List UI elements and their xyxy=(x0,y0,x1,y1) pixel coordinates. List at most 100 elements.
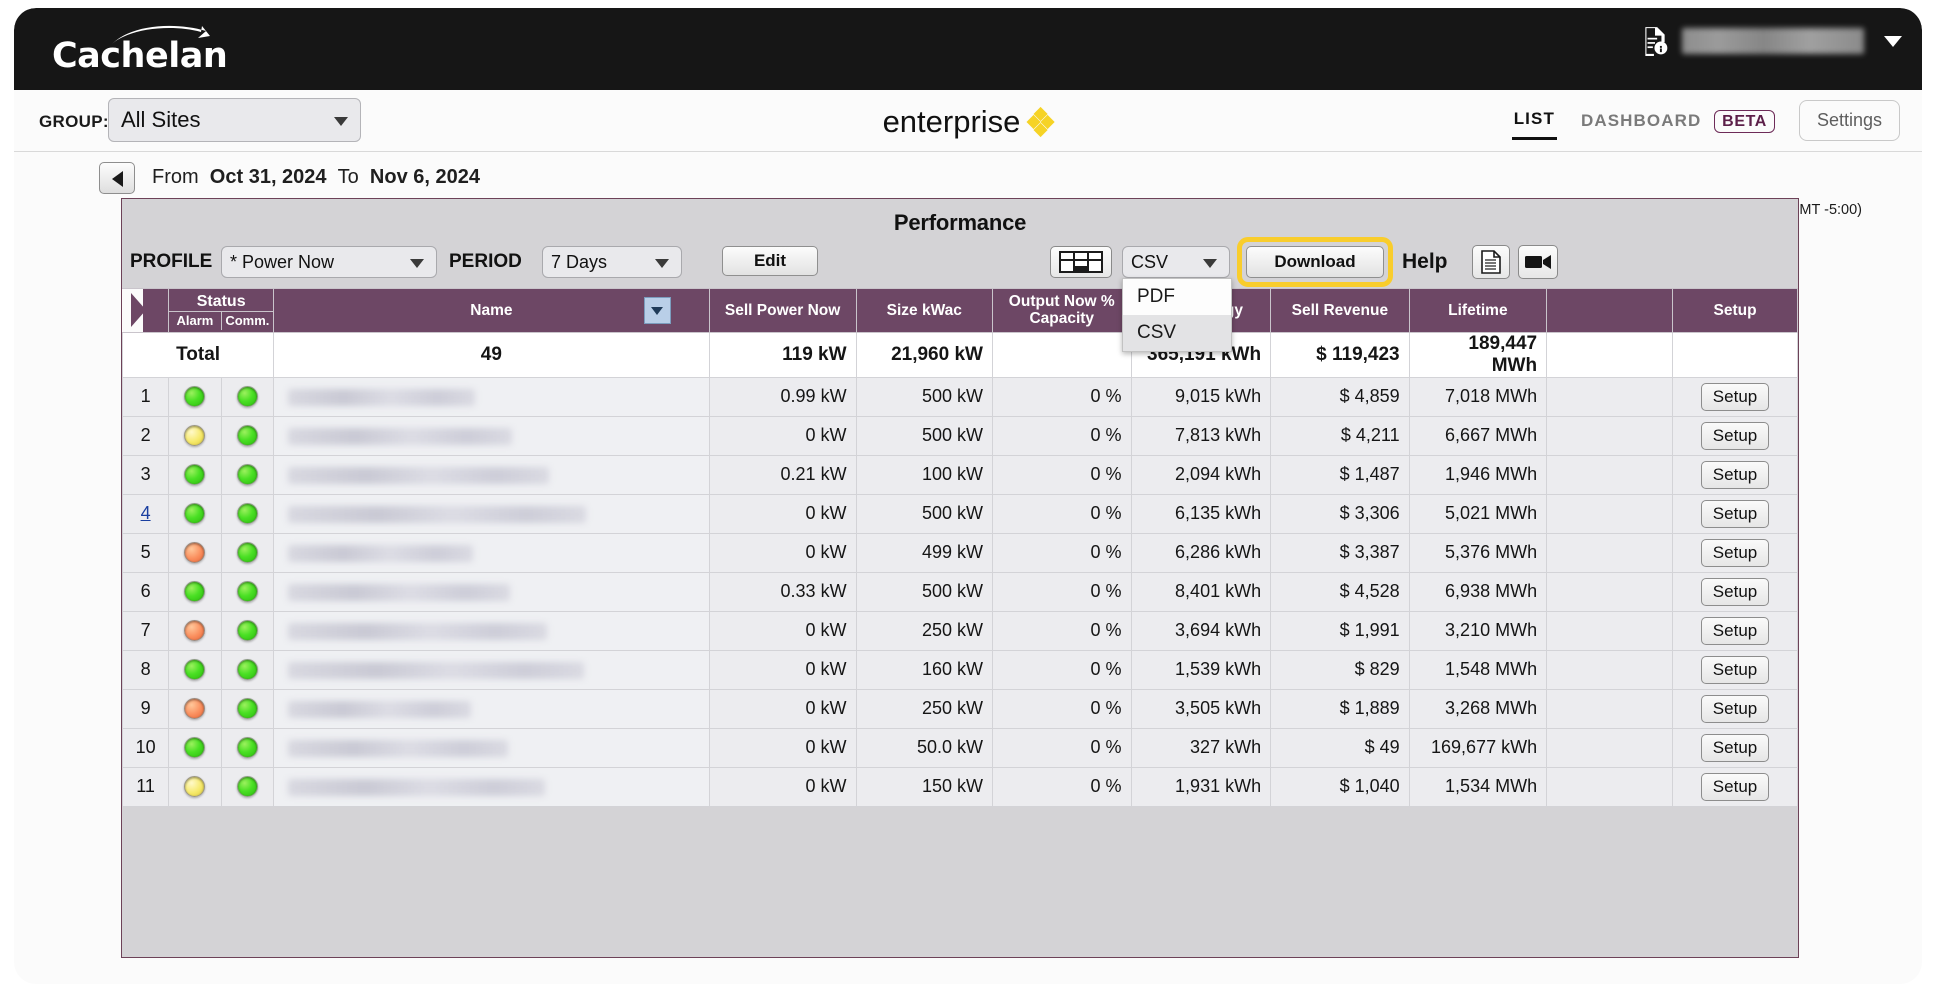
row-setup-cell[interactable]: Setup xyxy=(1672,610,1798,651)
row-name[interactable] xyxy=(273,493,710,534)
status-led-comm-green[interactable] xyxy=(236,503,258,525)
settings-button[interactable]: Settings xyxy=(1798,100,1900,141)
format-option-csv[interactable]: CSV xyxy=(1123,315,1231,351)
row-name[interactable] xyxy=(273,766,710,807)
status-led-alarm-green[interactable] xyxy=(184,581,206,603)
video-camera-icon[interactable] xyxy=(1518,245,1558,279)
table-row[interactable]: 3 0.21 kW 100 kW 0 % 2,094 kWh $ 1,487 1,946 M… xyxy=(122,454,1798,495)
to-date[interactable]: Nov 6, 2024 xyxy=(369,166,480,188)
row-setup-cell[interactable]: Setup xyxy=(1672,376,1798,417)
header-output-now[interactable]: Output Now % Capacity xyxy=(991,288,1132,333)
table-row[interactable]: 7 0 kW 250 kW 0 % 3,694 kWh $ 1,991 3,210 MWh S… xyxy=(122,610,1798,651)
row-name[interactable] xyxy=(273,454,710,495)
setup-button[interactable]: Setup xyxy=(1700,655,1770,684)
sort-chevron-icon[interactable] xyxy=(643,297,671,325)
setup-button[interactable]: Setup xyxy=(1700,772,1770,801)
setup-button[interactable]: Setup xyxy=(1700,499,1770,528)
format-select[interactable]: CSV xyxy=(1122,246,1230,278)
status-led-alarm-green[interactable] xyxy=(184,503,206,525)
row-name[interactable] xyxy=(273,376,710,417)
document-icon[interactable] xyxy=(1472,245,1510,279)
table-row[interactable]: 10 0 kW 50.0 kW 0 % 327 kWh $ 49 169,677 kWh Se… xyxy=(122,727,1798,768)
row-name[interactable] xyxy=(273,727,710,768)
setup-button[interactable]: Setup xyxy=(1700,460,1770,489)
user-menu-chevron-down-icon[interactable] xyxy=(1884,35,1902,47)
edit-button[interactable]: Edit xyxy=(722,246,818,276)
row-setup-cell[interactable]: Setup xyxy=(1672,688,1798,729)
cachelan-logo[interactable]: Cachelan xyxy=(52,20,302,82)
status-led-comm-green[interactable] xyxy=(236,425,258,447)
setup-button[interactable]: Setup xyxy=(1700,694,1770,723)
status-led-comm-green[interactable] xyxy=(236,698,258,720)
status-led-alarm-green[interactable] xyxy=(184,659,206,681)
table-row[interactable]: 11 0 kW 150 kW 0 % 1,931 kWh $ 1,040 1,534 MWh… xyxy=(122,766,1798,807)
status-led-alarm-green[interactable] xyxy=(184,386,206,408)
table-row[interactable]: 5 0 kW 499 kW 0 % 6,286 kWh $ 3,387 5,376 MWh S… xyxy=(122,532,1798,573)
document-info-icon[interactable] xyxy=(1642,26,1668,56)
setup-button[interactable]: Setup xyxy=(1700,382,1770,411)
header-setup[interactable]: Setup xyxy=(1672,288,1798,333)
status-led-alarm-yellow[interactable] xyxy=(184,776,206,798)
status-led-alarm-orange[interactable] xyxy=(184,620,206,642)
download-button[interactable]: Download xyxy=(1246,246,1384,278)
row-name[interactable] xyxy=(273,571,710,612)
row-name[interactable] xyxy=(273,649,710,690)
status-led-alarm-green[interactable] xyxy=(184,737,206,759)
row-name[interactable] xyxy=(273,415,710,456)
row-setup-cell[interactable]: Setup xyxy=(1672,532,1798,573)
status-led-comm-green[interactable] xyxy=(236,386,258,408)
table-row[interactable]: 8 0 kW 160 kW 0 % 1,539 kWh $ 829 1,548 MWh Set… xyxy=(122,649,1798,690)
row-index[interactable]: 4 xyxy=(122,493,170,534)
setup-button[interactable]: Setup xyxy=(1700,421,1770,450)
from-date[interactable]: Oct 31, 2024 xyxy=(209,166,327,188)
status-led-alarm-yellow[interactable] xyxy=(184,425,206,447)
status-led-alarm-orange[interactable] xyxy=(184,698,206,720)
header-status[interactable]: Status Alarm Comm. xyxy=(168,288,275,333)
status-led-comm-green[interactable] xyxy=(236,464,258,486)
setup-button[interactable]: Setup xyxy=(1700,733,1770,762)
header-sell-power-now[interactable]: Sell Power Now xyxy=(708,288,857,333)
table-row[interactable]: 6 0.33 kW 500 kW 0 % 8,401 kWh $ 4,528 6,938 M… xyxy=(122,571,1798,612)
header-name[interactable]: Name xyxy=(273,288,710,333)
row-setup-cell[interactable]: Setup xyxy=(1672,415,1798,456)
setup-button[interactable]: Setup xyxy=(1700,577,1770,606)
period-select[interactable]: 7 Days xyxy=(542,246,682,278)
header-size-kwac[interactable]: Size kWac xyxy=(855,288,993,333)
row-setup-cell[interactable]: Setup xyxy=(1672,571,1798,612)
format-dropdown-menu[interactable]: PDF CSV xyxy=(1122,278,1232,352)
status-led-comm-green[interactable] xyxy=(236,620,258,642)
table-row[interactable]: 4 0 kW 500 kW 0 % 6,135 kWh $ 3,306 5,021 MWh S… xyxy=(122,493,1798,534)
header-status-comm[interactable]: Comm. xyxy=(221,311,274,330)
header-status-alarm[interactable]: Alarm xyxy=(169,311,222,330)
status-led-comm-green[interactable] xyxy=(236,776,258,798)
status-led-alarm-green[interactable] xyxy=(184,464,206,486)
table-row[interactable]: 1 0.99 kW 500 kW 0 % 9,015 kWh $ 4,859 7,018 M… xyxy=(122,376,1798,417)
table-row[interactable]: 9 0 kW 250 kW 0 % 3,505 kWh $ 1,889 3,268 MWh S… xyxy=(122,688,1798,729)
row-name[interactable] xyxy=(273,688,710,729)
table-layout-icon[interactable] xyxy=(1050,246,1112,278)
status-led-comm-green[interactable] xyxy=(236,581,258,603)
row-setup-cell[interactable]: Setup xyxy=(1672,766,1798,807)
row-index-link[interactable]: 4 xyxy=(140,503,151,524)
status-led-comm-green[interactable] xyxy=(236,659,258,681)
row-setup-cell[interactable]: Setup xyxy=(1672,493,1798,534)
status-led-alarm-orange[interactable] xyxy=(184,542,206,564)
tab-dashboard[interactable]: DASHBOARD BETA xyxy=(1579,103,1777,139)
status-led-comm-green[interactable] xyxy=(236,542,258,564)
header-sell-revenue[interactable]: Sell Revenue xyxy=(1270,288,1410,333)
tab-list[interactable]: LIST xyxy=(1511,101,1557,140)
row-name[interactable] xyxy=(273,532,710,573)
format-option-pdf[interactable]: PDF xyxy=(1137,286,1175,307)
row-setup-cell[interactable]: Setup xyxy=(1672,454,1798,495)
header-lifetime[interactable]: Lifetime xyxy=(1408,288,1548,333)
group-select[interactable]: All Sites xyxy=(108,98,361,142)
row-setup-cell[interactable]: Setup xyxy=(1672,649,1798,690)
setup-button[interactable]: Setup xyxy=(1700,538,1770,567)
profile-select[interactable]: * Power Now xyxy=(221,246,437,278)
row-setup-cell[interactable]: Setup xyxy=(1672,727,1798,768)
table-row[interactable]: 2 0 kW 500 kW 0 % 7,813 kWh $ 4,211 6,667 MWh S… xyxy=(122,415,1798,456)
row-name[interactable] xyxy=(273,610,710,651)
setup-button[interactable]: Setup xyxy=(1700,616,1770,645)
status-led-comm-green[interactable] xyxy=(236,737,258,759)
previous-period-button[interactable] xyxy=(99,162,135,194)
